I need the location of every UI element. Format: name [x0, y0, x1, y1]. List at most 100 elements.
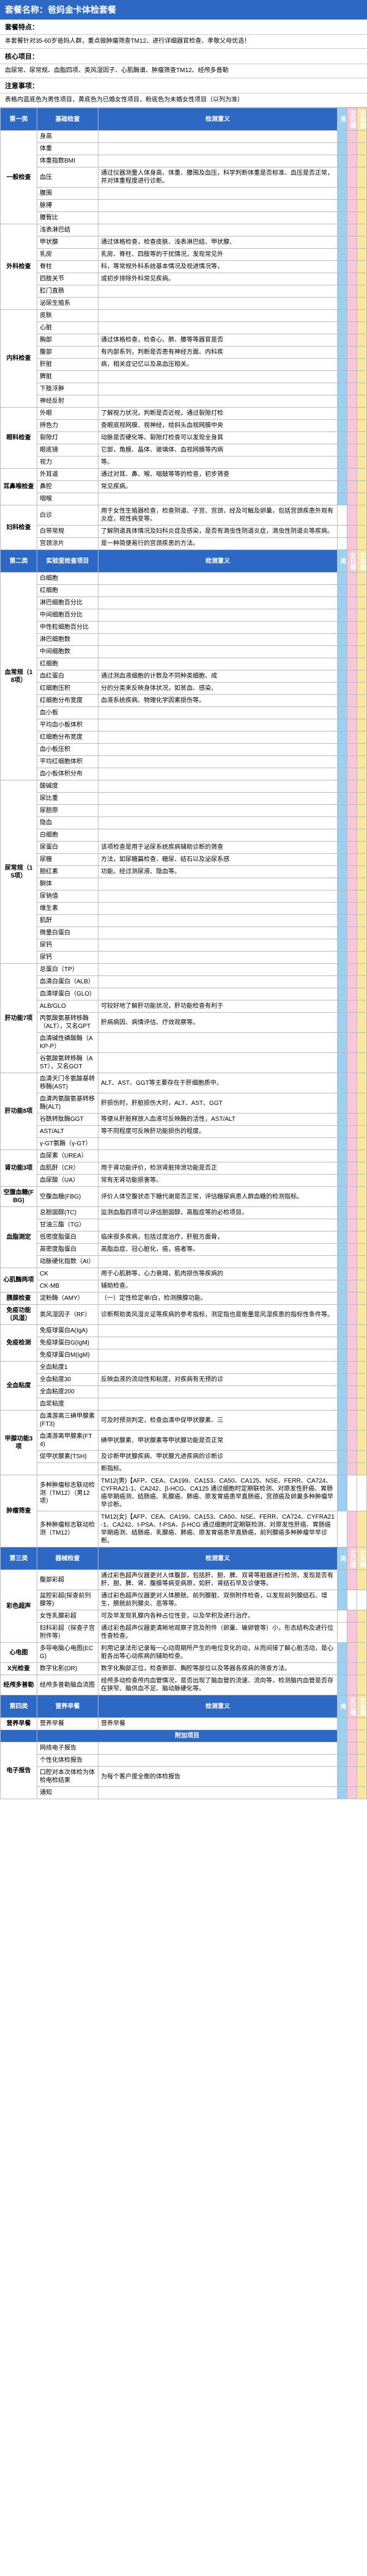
sig-cell: 数字化胸部正位，检查肺部、胸腔等部位以及等器各疾病的筛查方法。: [98, 1663, 338, 1675]
sig-cell: [98, 143, 338, 155]
sig-cell: [98, 371, 338, 383]
female-unmarried-cell: [357, 1349, 367, 1362]
female-unmarried-cell: [357, 1256, 367, 1268]
category-cell: 血脂测定: [1, 1207, 37, 1268]
item-cell: 血红蛋白: [37, 670, 98, 683]
item-cell: 经颅多普勒脑血流图: [37, 1675, 98, 1695]
female-unmarried-cell: [357, 1150, 367, 1162]
category-cell: 一般检查: [1, 131, 37, 224]
sig-cell: [98, 768, 338, 780]
header-male: 男: [338, 108, 347, 131]
female-married-cell: [347, 780, 357, 793]
sig-cell: 反映血液的流动性和粘度，对疾病有无预的诊: [98, 1374, 338, 1386]
male-cell: [338, 167, 347, 188]
male-cell: [338, 658, 347, 670]
sig-cell: [98, 155, 338, 167]
male-cell: [338, 371, 347, 383]
sig-cell: [98, 964, 338, 976]
category-cell: 心电图: [1, 1643, 37, 1663]
female-married-cell: [347, 1463, 357, 1475]
female-married-cell: [347, 964, 357, 976]
male-cell: [338, 1570, 347, 1590]
sig-cell: 等不同程度可反映肝功能损伤的程度。: [98, 1126, 338, 1138]
sig-cell: [98, 793, 338, 805]
female-married-cell: [347, 817, 357, 829]
item-cell: 皮肤: [37, 310, 98, 322]
item-cell: 动脉硬化指数（AI）: [37, 1256, 98, 1268]
sig-cell: [98, 395, 338, 408]
female-unmarried-cell: [357, 1451, 367, 1463]
male-cell: [338, 420, 347, 432]
item-cell: 总胆固醇(TC): [37, 1207, 98, 1219]
sig-cell: [98, 890, 338, 903]
sig-cell: 或初步排除外科常见疾病。: [98, 273, 338, 285]
category-cell: 心肌酶两项: [1, 1268, 37, 1293]
sig-cell: [98, 310, 338, 322]
female-unmarried-cell: [357, 756, 367, 768]
sig-cell: [98, 1362, 338, 1374]
sig-cell: [98, 1033, 338, 1053]
female-married-cell: [347, 1362, 357, 1374]
female-unmarried-cell: [357, 1742, 367, 1755]
header-female-unmarried: [357, 1730, 367, 1742]
male-cell: [338, 285, 347, 298]
female-unmarried-cell: [357, 1280, 367, 1293]
title-label: 套餐名称：: [5, 5, 48, 15]
header-category: 第一类: [1, 108, 37, 131]
sig-cell: TM12(男)【AFP、CEA、CA199、CA153、CA50、CA125、N…: [98, 1475, 338, 1511]
item-cell: 神经反射: [37, 395, 98, 408]
item-cell: 红细胞: [37, 658, 98, 670]
sig-cell: [98, 585, 338, 597]
package-title: 套餐名称：爸妈金卡体检套餐: [0, 0, 367, 20]
sig-cell: [98, 719, 338, 732]
female-unmarried-cell: [357, 1755, 367, 1767]
sig-cell: [98, 646, 338, 658]
female-unmarried-cell: [357, 395, 367, 408]
male-cell: [338, 1787, 347, 1799]
female-married-cell: [347, 744, 357, 756]
item-cell: 外眼: [37, 408, 98, 420]
male-cell: [338, 719, 347, 732]
item-cell: 多导电脑心电图(ECG): [37, 1643, 98, 1663]
sig-cell: 利用记录法形记录每一心动周期所产生的电位变化的动，从而间接了解心脏活动，是心脏各…: [98, 1643, 338, 1663]
female-married-cell: [347, 597, 357, 609]
header-female-unmarried: 女未婚: [357, 550, 367, 573]
male-cell: [338, 744, 347, 756]
female-married-cell: [347, 756, 357, 768]
female-married-cell: [347, 1374, 357, 1386]
item-cell: 谷酰转肽酶GGT: [37, 1114, 98, 1126]
sig-cell: [98, 780, 338, 793]
female-unmarried-cell: [357, 1386, 367, 1398]
male-cell: [338, 1663, 347, 1675]
item-cell: 四肢关节: [37, 273, 98, 285]
sig-cell: [98, 1150, 338, 1162]
female-unmarried-cell: [357, 817, 367, 829]
female-married-cell: [347, 538, 357, 550]
female-unmarried-cell: [357, 1511, 367, 1547]
female-unmarried-cell: [357, 420, 367, 432]
female-married-cell: [347, 408, 357, 420]
item-cell: 血小板体积分布: [37, 768, 98, 780]
sig-cell: [98, 817, 338, 829]
male-cell: [338, 1590, 347, 1610]
female-unmarried-cell: [357, 273, 367, 285]
female-unmarried-cell: [357, 988, 367, 1000]
female-unmarried-cell: [357, 1207, 367, 1219]
header-male: 男: [338, 550, 347, 573]
category-cell: 营养早餐: [1, 1718, 37, 1730]
female-unmarried-cell: [357, 1114, 367, 1126]
female-married-cell: [347, 1337, 357, 1349]
female-married-cell: [347, 585, 357, 597]
female-unmarried-cell: [357, 793, 367, 805]
item-cell: 甘油三酯（TG）: [37, 1219, 98, 1231]
core-text: 血尿常、尿常规、血脂四项、类风湿因子、心肌酶谱、肿瘤筛查TM12、经颅多普勒: [0, 64, 367, 78]
female-married-cell: [347, 952, 357, 964]
male-cell: [338, 1463, 347, 1475]
item-cell: 肝脏: [37, 359, 98, 371]
sig-cell: 功能。经过测尿液、隐血等。: [98, 866, 338, 878]
female-unmarried-cell: [357, 538, 367, 550]
female-unmarried-cell: [357, 768, 367, 780]
item-cell: CK-MB: [37, 1280, 98, 1293]
sig-cell: 高脂血症、冠心脏化，癌，癌者等。: [98, 1244, 338, 1256]
female-married-cell: [347, 1718, 357, 1730]
